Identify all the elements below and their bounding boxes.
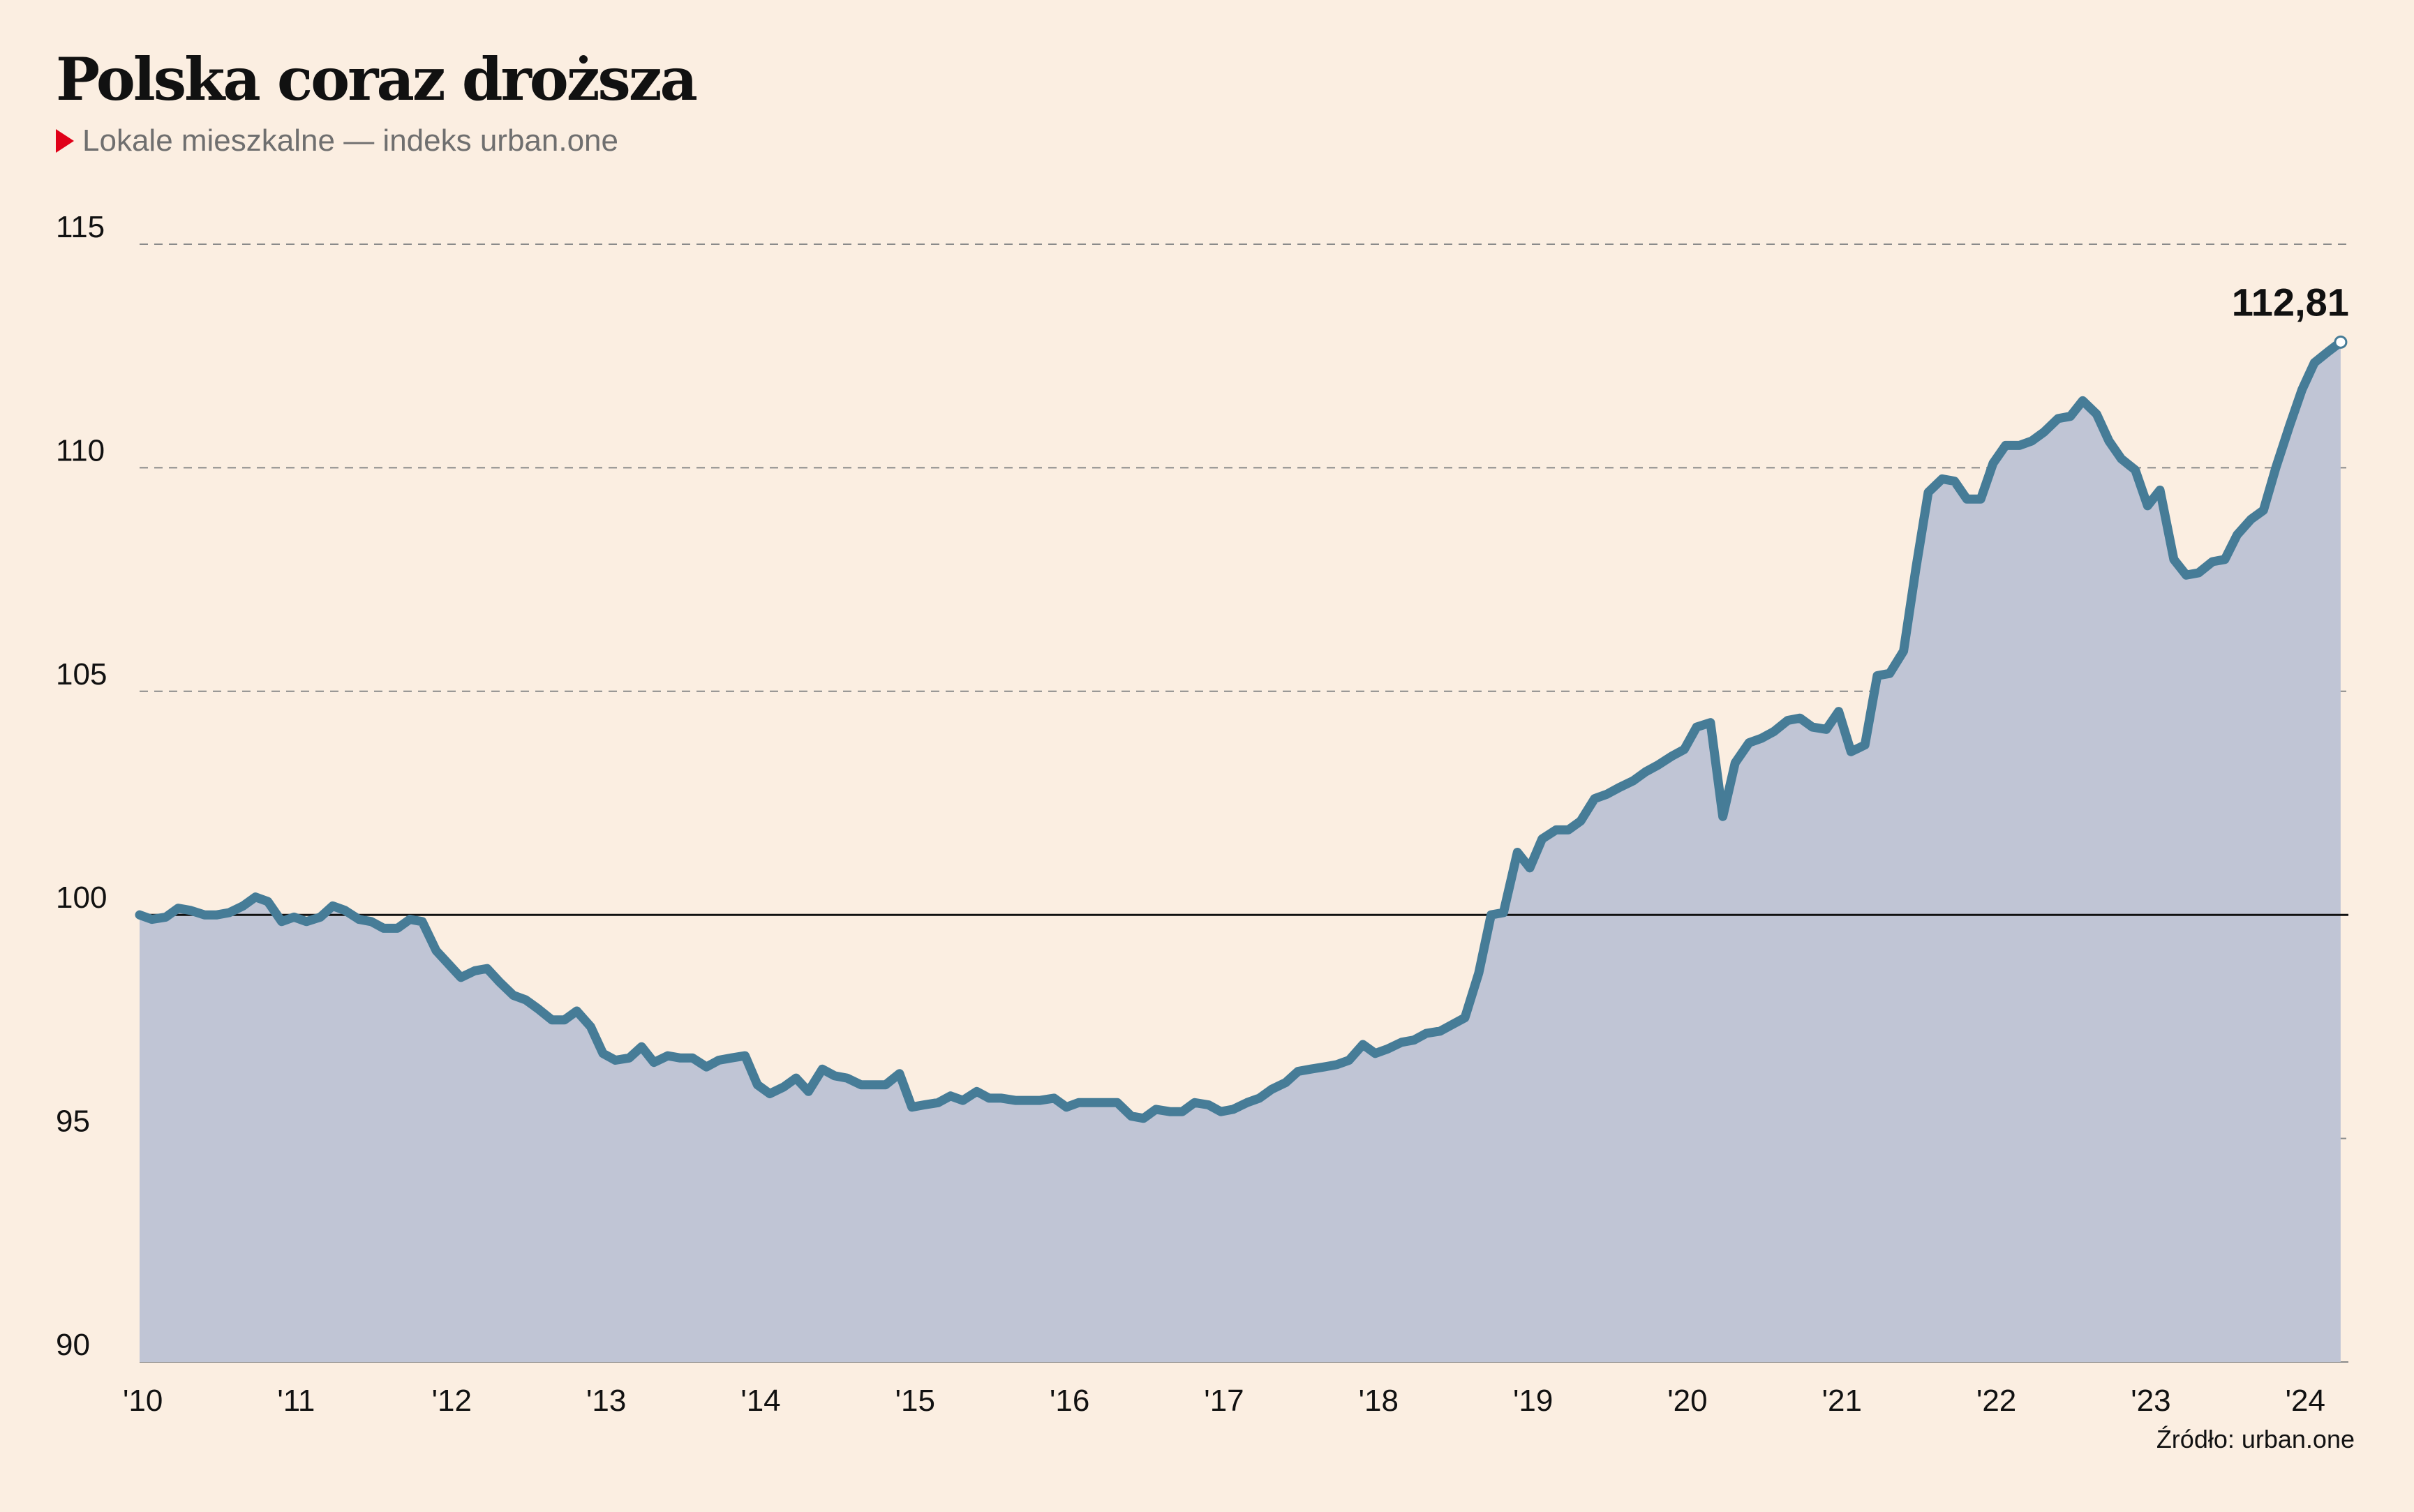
x-tick-label-2010: '10: [123, 1384, 163, 1418]
x-tick-label-2023: '23: [2131, 1384, 2170, 1418]
x-tick-label-2015: '15: [895, 1384, 935, 1418]
y-tick-label-115: 115: [56, 210, 105, 244]
chart-title: Polska coraz droższa: [56, 45, 698, 114]
x-tick-label-2018: '18: [1359, 1384, 1399, 1418]
x-tick-label-2019: '19: [1513, 1384, 1553, 1418]
y-tick-label-100: 100: [56, 881, 107, 915]
series-line-layer: [135, 337, 2346, 1123]
x-tick-label-2021: '21: [1822, 1384, 1862, 1418]
triangle-marker-icon: [56, 129, 74, 153]
series-line: [135, 337, 2346, 1123]
y-tick-label-90: 90: [56, 1328, 90, 1362]
chart-subtitle-text: Lokale mieszkalne — indeks urban.one: [82, 123, 619, 158]
area-fill-layer: [140, 342, 2341, 1362]
y-tick-label-95: 95: [56, 1105, 90, 1139]
x-tick-label-2024: '24: [2286, 1384, 2325, 1418]
x-tick-label-2014: '14: [740, 1384, 780, 1418]
x-tick-label-2017: '17: [1204, 1384, 1244, 1418]
y-tick-label-110: 110: [56, 433, 105, 467]
last-value-label: 112,81: [2232, 280, 2349, 324]
chart-subtitle: Lokale mieszkalne — indeks urban.one: [56, 126, 618, 156]
last-point-marker: [2334, 335, 2348, 349]
y-axis-labels: 90 95 100 105 110 115: [56, 210, 107, 1362]
x-tick-label-2020: '20: [1667, 1384, 1707, 1418]
y-tick-label-105: 105: [56, 657, 107, 691]
x-tick-label-2022: '22: [1976, 1384, 2016, 1418]
x-tick-label-2013: '13: [586, 1384, 626, 1418]
annotations: 112,81: [2232, 280, 2349, 349]
x-tick-label-2012: '12: [432, 1384, 472, 1418]
x-tick-label-2016: '16: [1050, 1384, 1089, 1418]
x-tick-label-2011: '11: [277, 1384, 315, 1418]
x-axis-labels: '10 '11 '12 '13 '14 '15 '16 '17 '18 '19 '20 '21 '22 '…: [123, 1384, 2325, 1418]
series-area: [140, 342, 2341, 1362]
source-note: Źródło: urban.one: [2156, 1425, 2355, 1453]
